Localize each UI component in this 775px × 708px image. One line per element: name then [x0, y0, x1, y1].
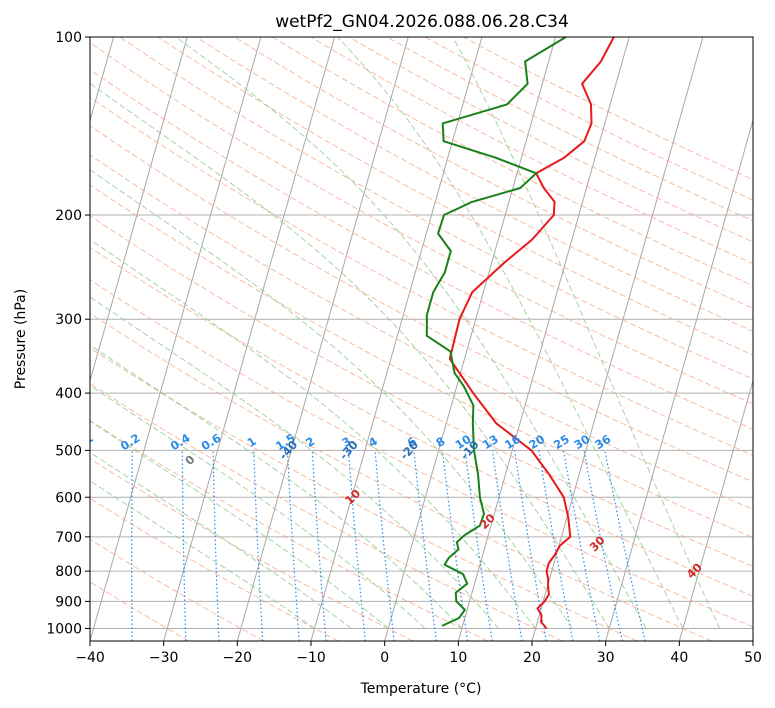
moist-adiabat [90, 169, 573, 629]
mixing-ratio-line [604, 450, 646, 641]
moist-adiabat [90, 420, 389, 629]
y-axis-ticks: 100 200 300 400 500 600 700 800 900 1000 [46, 30, 90, 637]
dry-adiabat [90, 184, 753, 539]
dry-adiabat [90, 383, 563, 641]
profile-lines [425, 37, 615, 630]
pressure-gridlines [90, 37, 753, 629]
x-tick-label: 10 [449, 650, 467, 666]
dry-adiabat [90, 279, 753, 628]
moist-adiabat [90, 238, 536, 629]
mixing-ratio-label: 0.1 [71, 431, 96, 454]
x-tick-label: −40 [75, 650, 105, 666]
isotherm-lines [90, 37, 753, 641]
x-tick-label: 30 [597, 650, 615, 666]
y-tick-label: 800 [55, 564, 82, 580]
isotherm-line [163, 37, 336, 641]
moist-adiabat [337, 37, 684, 629]
y-tick-label: 200 [55, 208, 82, 224]
plot-frame [89, 36, 754, 642]
chart-title: wetPf2_GN04.2026.088.06.28.C34 [275, 12, 569, 32]
y-tick-label: 500 [55, 443, 82, 459]
dry-adiabat-lines [90, 37, 753, 641]
moist-adiabat [90, 451, 352, 629]
dry-adiabat [90, 581, 190, 641]
x-axis-ticks: −40 −30 −20 −10 0 10 20 30 40 50 [75, 641, 762, 666]
dry-adiabat [90, 458, 414, 641]
x-tick-label: 0 [380, 650, 389, 666]
moist-adiabat [452, 37, 721, 629]
mixing-ratio-line [374, 450, 395, 641]
dry-adiabat [90, 125, 753, 483]
mixing-ratio-line [583, 450, 623, 641]
mixing-ratio-line [464, 450, 493, 641]
x-tick-label: −30 [149, 650, 179, 666]
dry-adiabat [90, 312, 712, 641]
mixing-ratio-line [441, 450, 469, 641]
moist-adiabat [90, 344, 463, 629]
y-tick-label: 100 [55, 30, 82, 46]
y-tick-label: 300 [55, 312, 82, 328]
x-tick-label: 20 [523, 650, 541, 666]
isotherm-line [90, 37, 262, 641]
isotherm-line [384, 37, 557, 641]
dry-adiabat [90, 246, 753, 597]
x-axis-label: Temperature (°C) [360, 681, 482, 697]
isotherm-line [531, 37, 704, 641]
mixing-ratio-line [347, 450, 366, 641]
y-tick-label: 700 [55, 530, 82, 546]
isotherm-line [605, 118, 753, 641]
mixing-ratio-line [491, 450, 523, 641]
isotherm-line [236, 37, 409, 641]
mixing-ratio-line [413, 450, 437, 641]
dry-adiabat [90, 347, 638, 641]
y-axis-label: Pressure (hPa) [13, 289, 29, 389]
x-tick-label: 50 [744, 650, 762, 666]
moist-adiabat [175, 37, 647, 629]
x-tick-label: 40 [670, 650, 688, 666]
moist-adiabat [90, 82, 610, 629]
dry-adiabat [90, 538, 264, 641]
x-tick-label: −10 [296, 650, 326, 666]
temperature-line [448, 37, 615, 630]
moist-adiabat-lines [90, 37, 721, 629]
isotherm-line [678, 378, 753, 641]
y-tick-label: 400 [55, 386, 82, 402]
moist-adiabat [90, 385, 426, 629]
dewpoint-line [425, 37, 567, 627]
moist-adiabat [90, 296, 500, 629]
isotherm-line [90, 37, 188, 383]
isotherm-line [457, 37, 630, 641]
dry-adiabat [271, 37, 753, 287]
x-tick-label: −20 [223, 650, 253, 666]
dry-adiabat [90, 69, 753, 430]
dry-adiabat [90, 42, 753, 405]
dry-adiabat [157, 37, 753, 356]
plot-area: 0.10.20.40.611.52346810131620253036-40-3… [71, 37, 753, 641]
dry-adiabat [233, 37, 753, 309]
y-tick-label: 1000 [46, 621, 82, 637]
mixing-ratio-lines [131, 450, 646, 641]
dry-adiabat [118, 37, 753, 380]
y-tick-label: 900 [55, 594, 82, 610]
dry-adiabat [90, 215, 753, 567]
y-tick-label: 600 [55, 490, 82, 506]
dry-adiabat [90, 419, 488, 641]
moist-adiabat [90, 480, 315, 629]
